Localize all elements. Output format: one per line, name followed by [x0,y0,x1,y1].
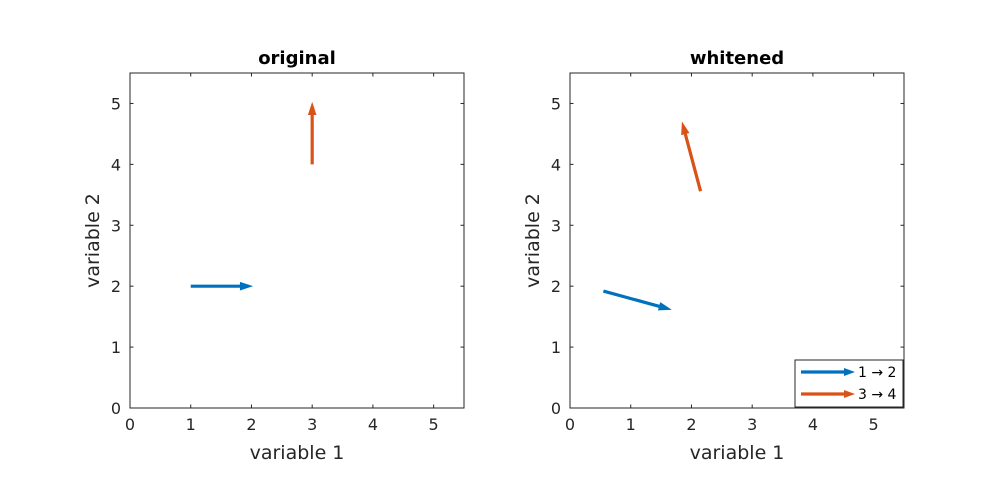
axes-box [569,72,905,409]
x-axis-label: variable 1 [690,442,785,464]
y-axis-label: variable 2 [522,193,544,288]
x-tick-label: 3 [747,415,757,434]
arrow-shaft [683,133,703,192]
y-tick-label: 1 [111,338,121,357]
y-tick-label: 0 [111,399,121,418]
x-tick-label: 2 [246,415,256,434]
y-tick-label: 4 [551,155,561,174]
legend-swatch-head [844,368,855,376]
arrow-head [681,121,690,136]
arrow-head [657,302,672,311]
arrow-head [307,101,317,115]
legend: 1 → 2 3 → 4 [794,359,904,408]
x-tick-label: 0 [565,415,575,434]
y-axis-label: variable 2 [82,193,104,288]
arrow-1 [190,281,254,291]
x-tick-label: 2 [686,415,696,434]
arrow-shaft [602,289,661,308]
chart-title: whitened [690,48,784,69]
y-tick-label: 5 [111,94,121,113]
legend-label: 1 → 2 [858,365,896,381]
legend-box [794,359,904,408]
x-tick-label: 4 [808,415,818,434]
y-tick-label: 0 [551,399,561,418]
x-tick-label: 5 [869,415,879,434]
chart-panel-2: 0 1 2 3 4 5 0 1 2 3 4 5 whitened variable 1 variable 2… [522,48,905,464]
y-tick-label: 1 [551,338,561,357]
x-tick-label: 3 [307,415,317,434]
y-tick-label: 3 [111,216,121,235]
x-tick-label: 4 [368,415,378,434]
arrow-head [239,281,254,291]
x-axis-label: variable 1 [250,442,345,464]
legend-swatch-head [844,390,855,398]
legend-label: 3 → 4 [858,387,897,403]
chart-title: original [258,48,336,69]
axes-box [129,72,465,409]
arrow-2 [307,101,317,165]
x-tick-label: 5 [429,415,439,434]
y-tick-label: 2 [551,277,561,296]
x-tick-label: 0 [125,415,135,434]
x-tick-label: 1 [626,415,636,434]
x-tick-label: 1 [186,415,196,434]
y-tick-label: 3 [551,216,561,235]
y-tick-label: 4 [111,155,121,174]
arrow-2 [681,121,703,192]
y-tick-label: 2 [111,277,121,296]
arrow-1 [602,289,672,311]
y-tick-label: 5 [551,94,561,113]
chart-panel-1: 0 1 2 3 4 5 0 1 2 3 4 5 original variable 1 variable 2 [82,48,465,464]
